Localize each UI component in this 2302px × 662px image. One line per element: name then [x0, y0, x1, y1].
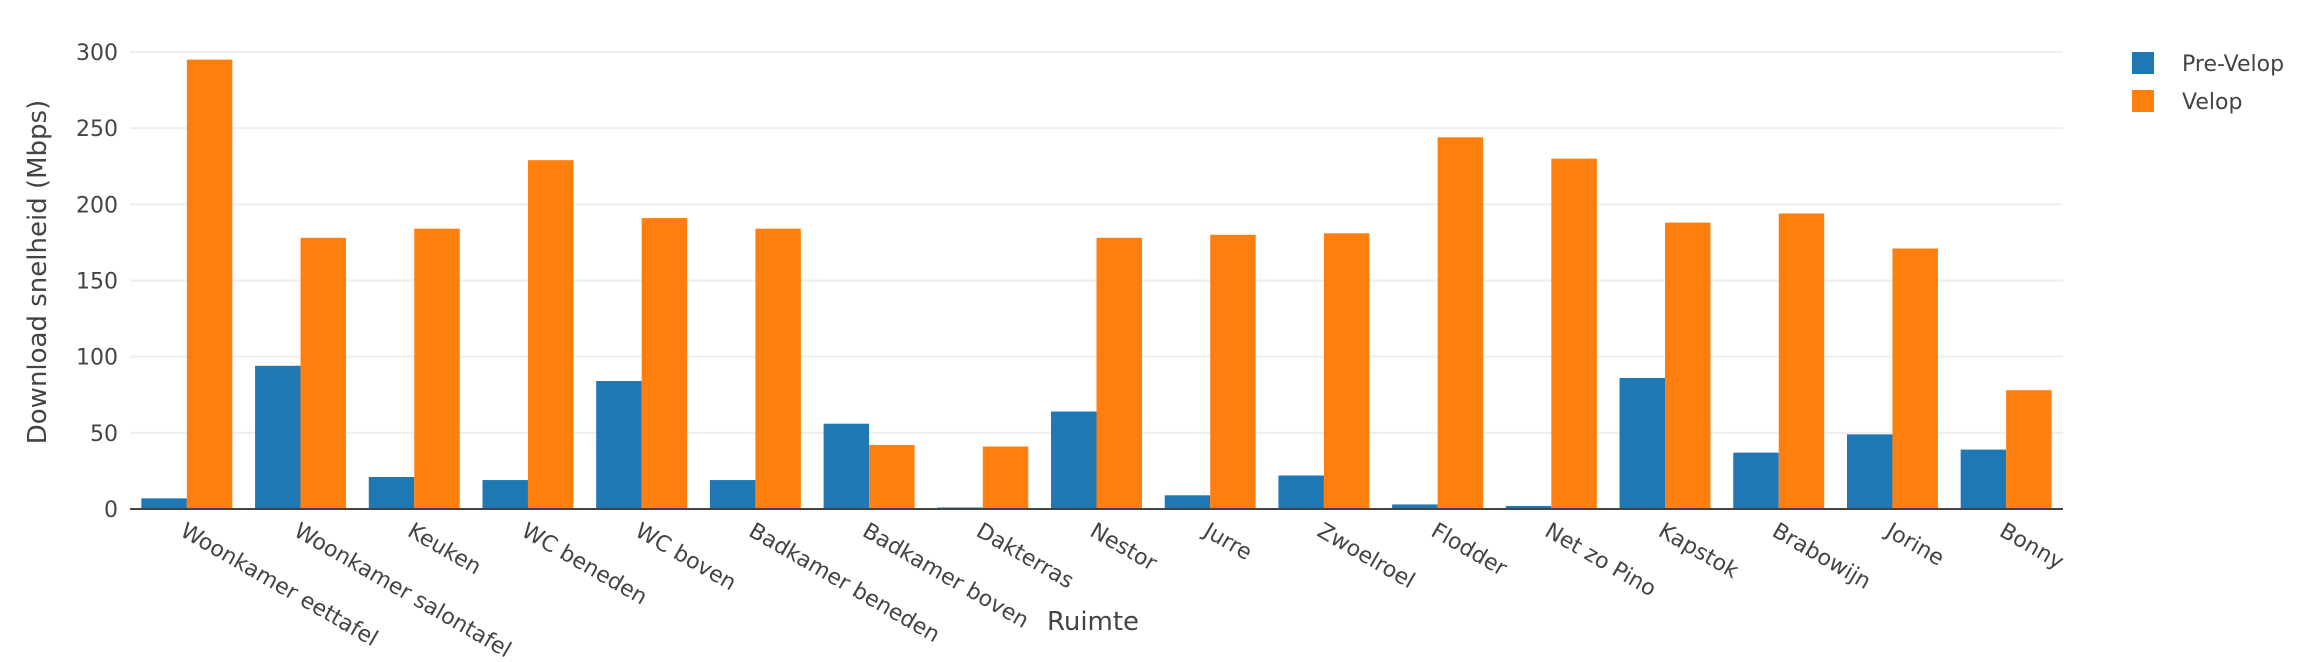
legend-swatch [2132, 52, 2154, 74]
y-tick-label: 200 [76, 193, 118, 218]
x-tick-label: Jurre [1197, 518, 1256, 566]
bar-velop[interactable] [755, 228, 801, 509]
x-tick-label: WC boven [631, 519, 741, 597]
bar-velop[interactable] [1323, 233, 1370, 509]
bar-pre-velop[interactable] [482, 480, 528, 509]
bar-pre-velop[interactable] [255, 365, 301, 509]
x-tick-label: WC beneden [517, 519, 651, 611]
x-tick-label: Net zo Pino [1540, 519, 1660, 603]
legend-item[interactable]: Velop [2132, 90, 2242, 115]
bar-velop[interactable] [1437, 137, 1484, 509]
bar-velop[interactable] [869, 445, 915, 509]
x-tick-label: Kapstok [1654, 519, 1743, 585]
bar-pre-velop[interactable] [1733, 452, 1779, 509]
legend-item[interactable]: Pre-Velop [2132, 52, 2284, 77]
x-tick-label: Bonny [1995, 519, 2068, 575]
x-tick-label: Nestor [1086, 519, 1162, 577]
y-tick-label: 50 [90, 422, 118, 447]
bar-velop[interactable] [300, 237, 347, 509]
x-tick-label: Woonkamer salontafel [290, 519, 516, 662]
bar-pre-velop[interactable] [1960, 449, 2007, 509]
bar-pre-velop[interactable] [709, 480, 756, 509]
legend-swatch [2132, 90, 2154, 112]
x-tick-label: Keuken [403, 519, 485, 581]
bar-pre-velop[interactable] [1619, 377, 1666, 509]
axes: 0 50 100 150 200 250 300 Woonkamer eettafelWoon… [76, 41, 2068, 662]
bar-velop[interactable] [186, 59, 233, 509]
bar-pre-velop[interactable] [1846, 434, 1893, 509]
bar-pre-velop[interactable] [1164, 495, 1211, 509]
y-tick-label: 150 [76, 270, 118, 295]
bar-pre-velop[interactable] [1051, 411, 1097, 509]
x-axis-title: Ruimte [1047, 607, 1139, 637]
y-tick-label: 300 [76, 41, 118, 66]
bar-velop[interactable] [527, 160, 574, 509]
y-tick-label: 250 [76, 117, 118, 142]
bar-velop[interactable] [1210, 234, 1256, 510]
legend-label: Pre-Velop [2182, 52, 2284, 77]
bar-velop[interactable] [641, 218, 688, 509]
x-tick-label: Dakterras [972, 519, 1078, 595]
bar-pre-velop[interactable] [1505, 505, 1552, 509]
bars [141, 59, 2052, 510]
y-tick-label: 100 [76, 346, 118, 371]
bar-velop[interactable] [1892, 248, 1938, 509]
bar-velop[interactable] [2006, 390, 2052, 509]
bar-pre-velop[interactable] [823, 423, 870, 509]
x-tick-label: Badkamer beneden [744, 519, 943, 649]
bar-pre-velop[interactable] [1278, 475, 1324, 509]
x-tick-label: Zwoelroel [1313, 519, 1419, 595]
bar-velop[interactable] [1778, 213, 1825, 509]
bar-velop[interactable] [1665, 222, 1711, 509]
bar-velop[interactable] [1551, 158, 1597, 509]
bar-pre-velop[interactable] [141, 498, 187, 509]
bar-velop[interactable] [1096, 237, 1142, 509]
x-tick-label: Flodder [1427, 519, 1512, 582]
y-tick-label: 0 [104, 498, 118, 523]
x-tick-label: Woonkamer eettafel [176, 519, 382, 652]
bar-velop[interactable] [414, 228, 460, 509]
x-tick-label: Jorine [1880, 518, 1948, 572]
legend-label: Velop [2182, 90, 2242, 115]
y-axis-title: Download snelheid (Mbps) [23, 100, 53, 445]
bar-velop[interactable] [982, 446, 1029, 509]
bar-pre-velop[interactable] [368, 477, 415, 509]
bar-pre-velop[interactable] [1392, 504, 1438, 509]
x-tick-label: Brabowijn [1768, 519, 1875, 595]
legend[interactable]: Pre-Velop Velop [2132, 52, 2284, 115]
bar-pre-velop[interactable] [596, 381, 642, 509]
